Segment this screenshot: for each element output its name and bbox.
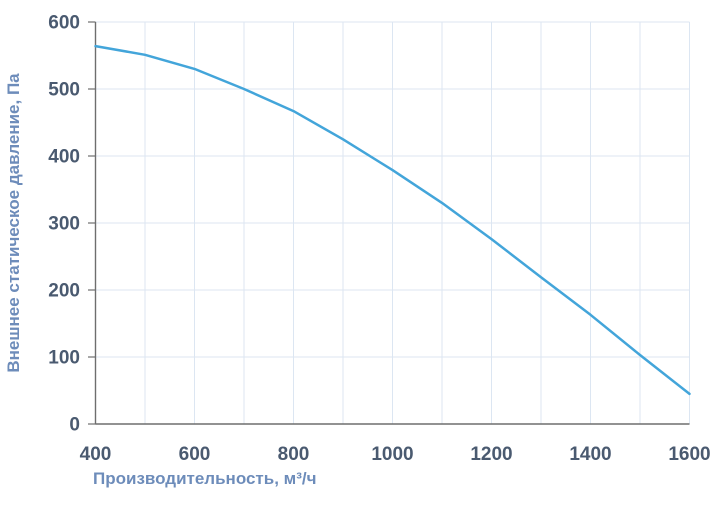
y-tick-label: 0	[69, 415, 80, 436]
y-tick-label: 300	[48, 214, 80, 235]
y-tick-label: 400	[48, 147, 80, 168]
fan-performance-curve	[94, 44, 691, 396]
x-tick-label: 800	[278, 444, 310, 465]
chart-generated-layers: 0 100 200 300 400 500 600 400 600 800 1000 1200 1400…	[48, 13, 710, 466]
y-tick-label: 200	[48, 281, 80, 302]
x-tick-label: 600	[179, 444, 211, 465]
x-axis-title: Производительность, м³/ч	[93, 469, 316, 488]
x-tick-label: 1000	[371, 444, 413, 465]
tick-labels: 0 100 200 300 400 500 600 400 600 800 1000 1200 1400…	[48, 13, 710, 466]
y-tick-marks	[88, 21, 96, 425]
x-tick-label: 400	[80, 444, 112, 465]
y-tick-label: 100	[48, 348, 80, 369]
x-tick-label: 1600	[668, 444, 710, 465]
x-tick-label: 1400	[569, 444, 611, 465]
x-tick-label: 1200	[470, 444, 512, 465]
y-axis-title: Внешнее статическое давление, Па	[4, 73, 23, 373]
y-tick-label: 600	[48, 13, 80, 34]
gridlines	[95, 21, 690, 424]
y-tick-label: 500	[48, 80, 80, 101]
